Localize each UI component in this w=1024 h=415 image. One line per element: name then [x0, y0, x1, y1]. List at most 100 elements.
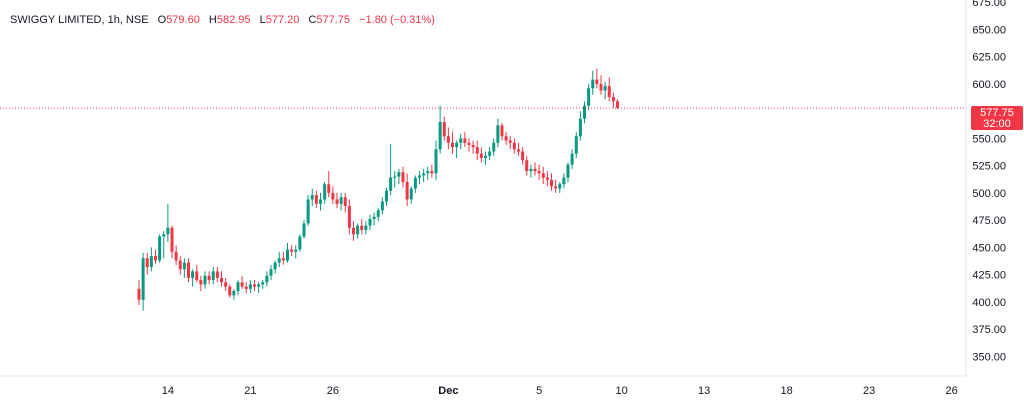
candle-body — [286, 249, 289, 261]
low-value: 577.20 — [265, 14, 300, 26]
y-tick-label: 650.00 — [972, 24, 1006, 36]
candle-body — [500, 125, 504, 137]
candle-body — [347, 205, 351, 228]
candle-body — [537, 171, 541, 174]
candle-body — [587, 88, 591, 106]
open-value: 579.60 — [166, 14, 200, 26]
candle-body — [413, 177, 417, 189]
close-label: C — [308, 14, 317, 26]
low-label: L — [259, 14, 266, 26]
x-tick-label: 13 — [698, 385, 710, 397]
candle-body — [211, 271, 215, 281]
high-value: 582.95 — [216, 14, 251, 26]
candle-body — [484, 155, 487, 159]
y-axis: 675.00650.00625.00600.00575.00550.00525.… — [972, 0, 1006, 363]
candle-body — [578, 118, 582, 137]
candle-body — [521, 151, 525, 161]
candle-body — [562, 177, 566, 185]
candle-body — [479, 153, 483, 159]
candle-body — [541, 173, 545, 178]
candle-body — [393, 176, 397, 178]
y-tick-label: 400.00 — [972, 297, 1006, 309]
x-axis: 14 21 26 Dec 5 10 13 18 23 26 — [162, 385, 958, 397]
candle-body — [162, 234, 166, 237]
candle-body — [199, 280, 203, 285]
candle-body — [574, 136, 578, 154]
change-value: −1.80 (−0.31%) — [359, 14, 435, 26]
candle-body — [265, 275, 269, 283]
candles-layer — [137, 68, 619, 311]
x-tick-label: 14 — [162, 385, 174, 397]
candle-body — [261, 282, 265, 285]
y-tick-label: 350.00 — [972, 351, 1006, 363]
candle-body — [385, 190, 388, 202]
candle-body — [187, 262, 190, 278]
candle-body — [203, 275, 207, 285]
candle-body — [149, 256, 153, 268]
candle-body — [331, 192, 335, 200]
candle-body — [310, 195, 314, 200]
y-tick-label: 625.00 — [972, 52, 1006, 64]
candle-body — [380, 201, 384, 211]
candle-body — [467, 142, 471, 145]
candle-body — [376, 210, 380, 217]
y-tick-label: 425.00 — [972, 270, 1006, 282]
candle-body — [215, 271, 219, 278]
candle-body — [174, 251, 178, 261]
candle-body — [471, 144, 475, 148]
symbol-title: SWIGGY LIMITED, 1h, NSE — [10, 14, 149, 26]
candle-body — [591, 79, 595, 89]
candle-body — [257, 284, 261, 287]
candle-body — [253, 284, 256, 287]
y-tick-label: 375.00 — [972, 324, 1006, 336]
candle-body — [281, 258, 285, 261]
candle-body — [451, 142, 454, 148]
candle-body — [525, 160, 529, 172]
candle-body — [244, 286, 248, 289]
candle-body — [459, 138, 463, 143]
candle-body — [512, 142, 516, 150]
candle-body — [566, 164, 570, 178]
candle-body — [240, 282, 244, 287]
candle-body — [178, 260, 182, 270]
candle-body — [191, 271, 195, 278]
candle-body — [583, 105, 586, 119]
x-tick-label: 21 — [244, 385, 256, 397]
x-tick-label: Dec — [438, 385, 458, 397]
candle-body — [607, 86, 611, 97]
candle-body — [430, 171, 434, 174]
x-tick-label: 26 — [946, 385, 958, 397]
candle-body — [508, 140, 512, 143]
candle-body — [611, 96, 615, 102]
candle-body — [545, 177, 549, 180]
candle-body — [558, 184, 562, 189]
candle-body — [488, 151, 492, 156]
candle-body — [356, 225, 360, 235]
price-badge: 577.75 32:00 — [971, 106, 1023, 130]
candle-body — [603, 86, 607, 91]
candle-body — [137, 288, 141, 300]
candle-body — [418, 175, 421, 178]
candle-body — [269, 269, 273, 276]
y-tick-label: 550.00 — [972, 133, 1006, 145]
candle-body — [599, 83, 603, 91]
y-tick-label: 475.00 — [972, 215, 1006, 227]
candle-body — [158, 236, 162, 261]
candle-body — [182, 262, 186, 270]
candle-body — [504, 136, 508, 141]
candle-body — [306, 199, 310, 224]
candle-body — [335, 199, 339, 204]
y-tick-label: 500.00 — [972, 188, 1006, 200]
candle-body — [360, 225, 364, 230]
candle-body — [154, 256, 157, 261]
candle-body — [492, 142, 496, 152]
x-tick-label: 10 — [616, 385, 628, 397]
candle-body — [327, 184, 331, 193]
candle-body — [463, 138, 467, 143]
candle-body — [570, 153, 574, 165]
y-tick-label: 450.00 — [972, 242, 1006, 254]
x-tick-label: 23 — [863, 385, 875, 397]
candle-body — [339, 197, 343, 204]
